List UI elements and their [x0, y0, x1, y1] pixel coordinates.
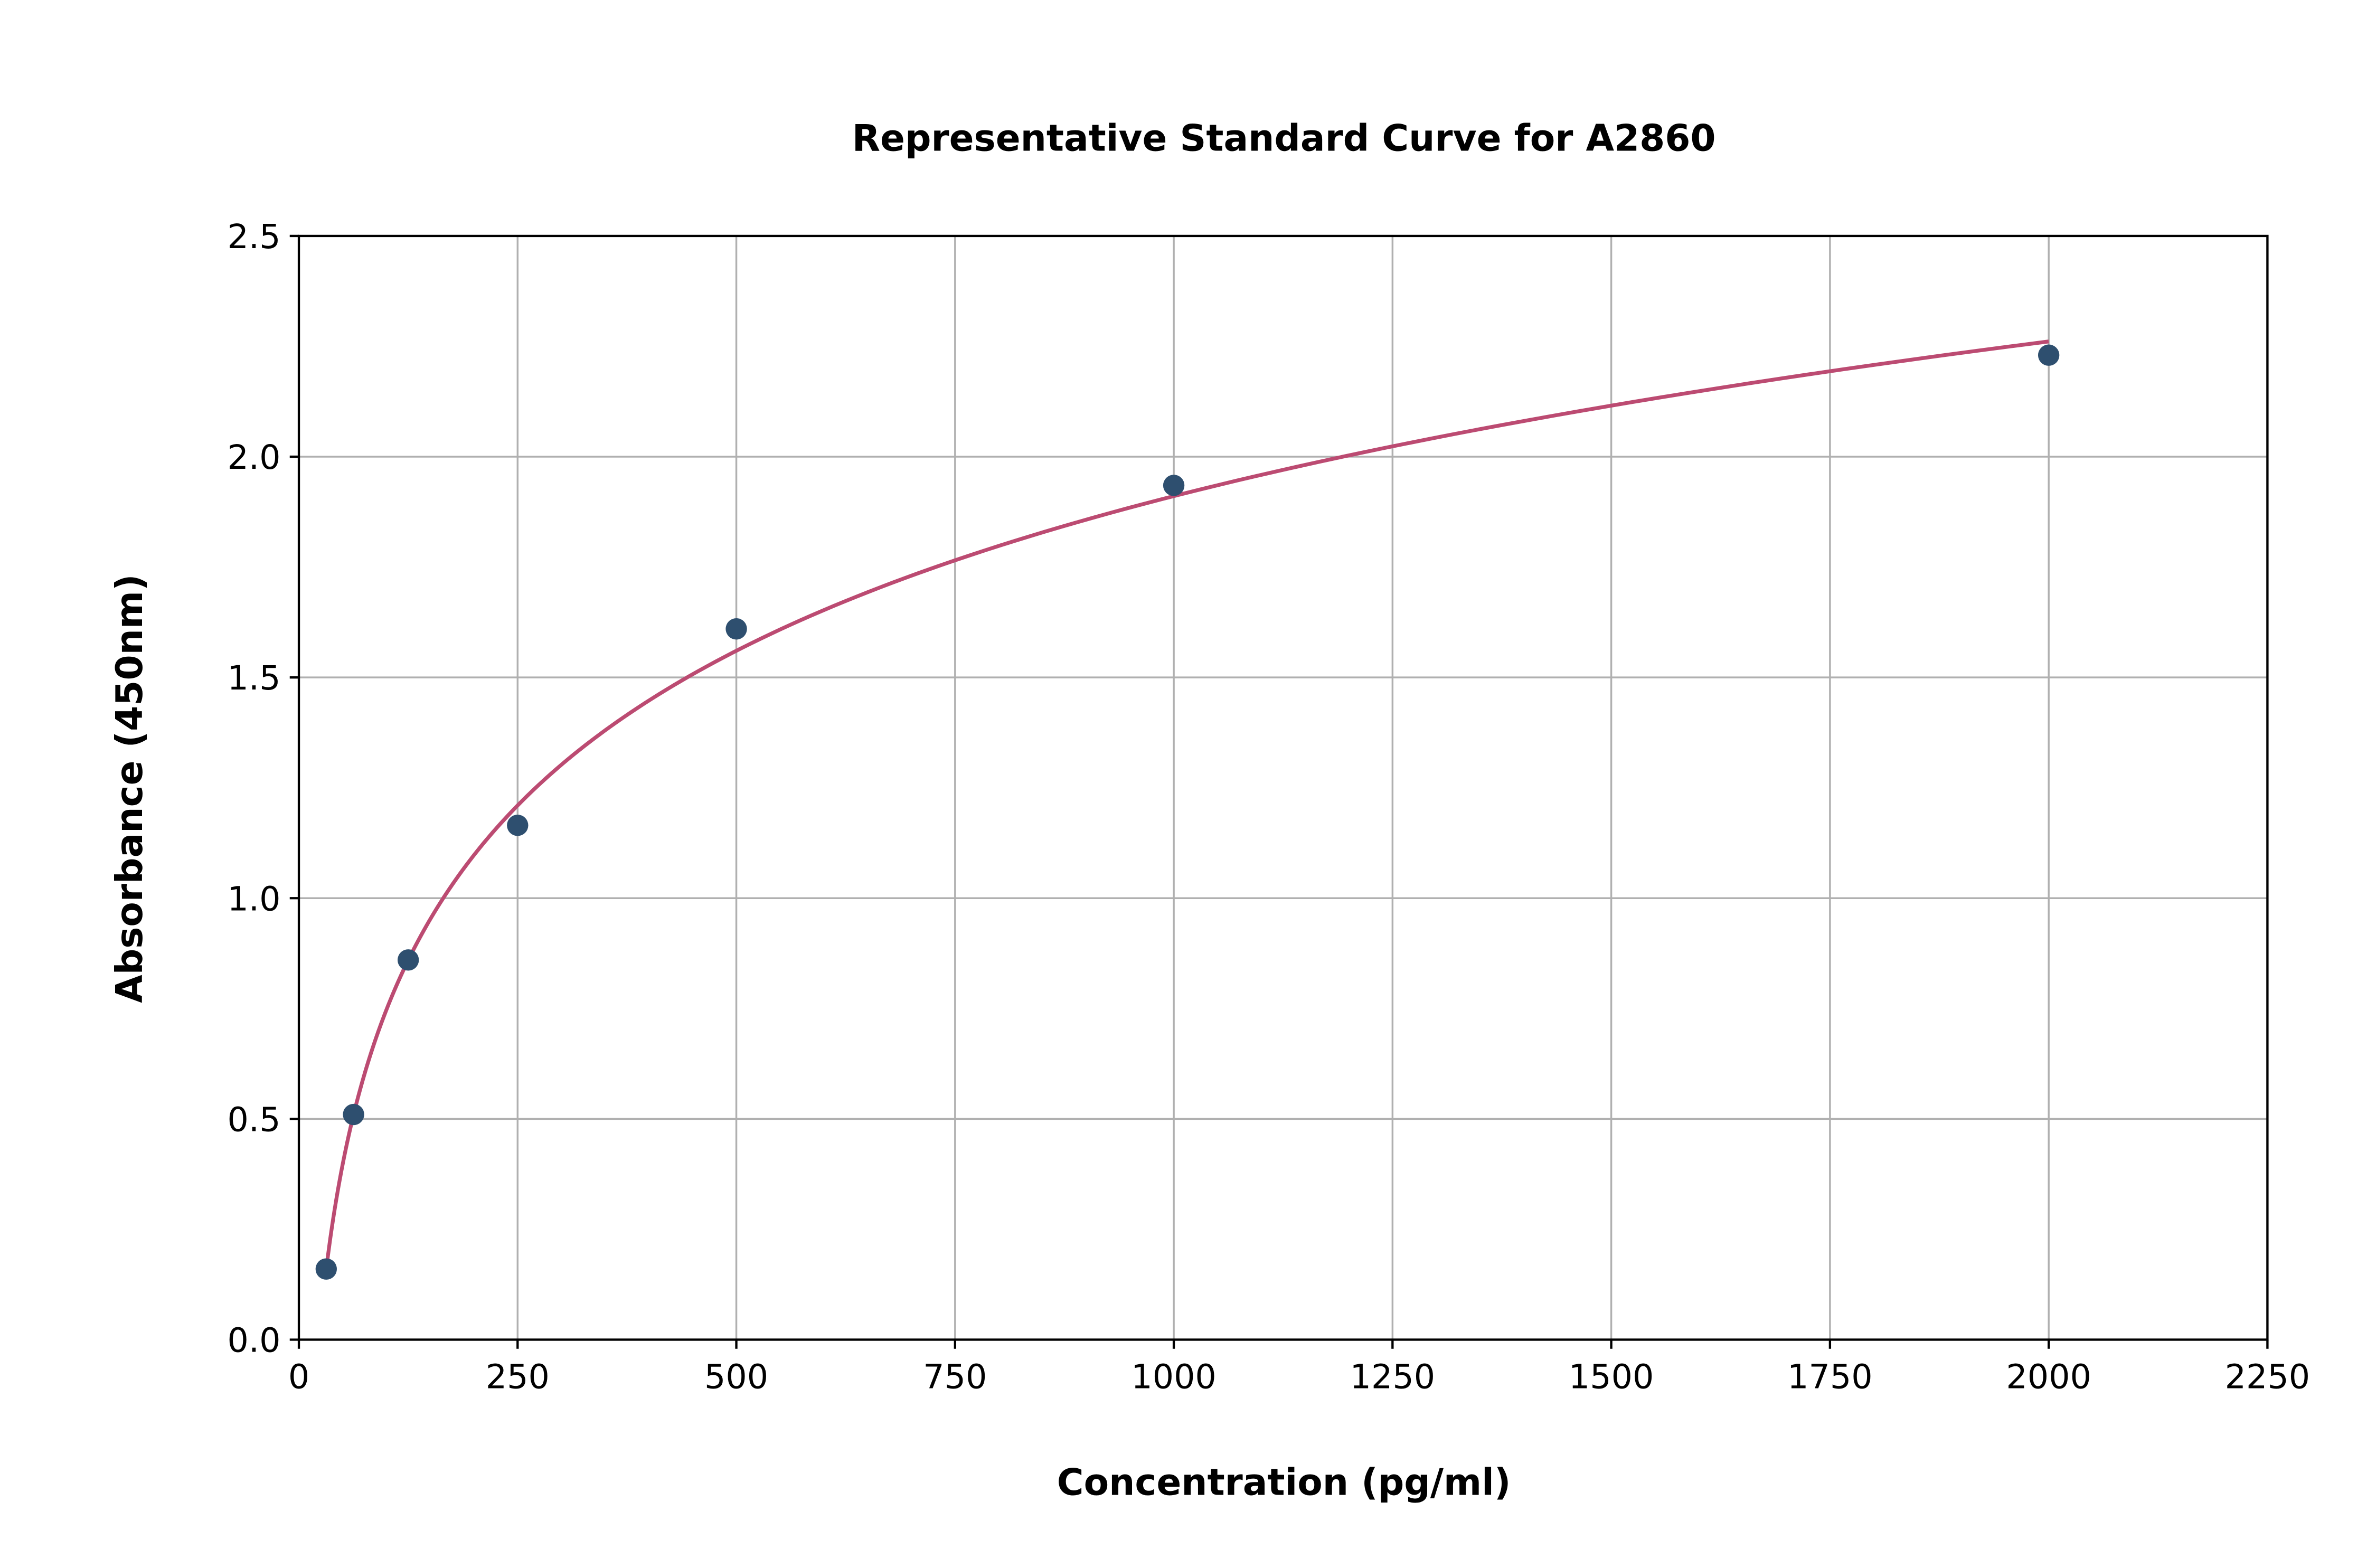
- chart-title: Representative Standard Curve for A2860: [852, 117, 1716, 159]
- x-tick-label: 1750: [1787, 1357, 1872, 1396]
- plot-frame: [297, 234, 2269, 1341]
- data-point: [2038, 344, 2060, 366]
- y-axis-ticks: 0.0 0.5 1.0 1.5 2.0 2.5: [228, 217, 299, 1360]
- x-tick-label: 500: [704, 1357, 768, 1396]
- x-tick-label: 0: [288, 1357, 309, 1396]
- y-axis-label: Absorbance (450nm): [109, 574, 151, 1003]
- fit-curve: [324, 339, 2049, 1270]
- x-tick-label: 2000: [2006, 1357, 2091, 1396]
- grid: [298, 235, 2269, 1341]
- x-axis-label: Concentration (pg/ml): [1057, 1462, 1511, 1504]
- data-point: [397, 949, 419, 971]
- y-tick-label: 2.5: [228, 217, 281, 256]
- x-tick-label: 250: [486, 1357, 550, 1396]
- x-tick-label: 1000: [1131, 1357, 1216, 1396]
- data-point: [315, 1258, 337, 1280]
- y-tick-label: 0.5: [228, 1100, 281, 1139]
- data-point: [343, 1103, 364, 1126]
- x-tick-label: 1500: [1569, 1357, 1654, 1396]
- x-tick-label: 750: [923, 1357, 987, 1396]
- y-tick-label: 1.0: [228, 879, 281, 918]
- y-tick-label: 1.5: [228, 658, 281, 697]
- x-tick-label: 1250: [1350, 1357, 1435, 1396]
- y-tick-label: 0.0: [228, 1321, 281, 1360]
- y-tick-label: 2.0: [228, 438, 281, 477]
- data-point: [507, 815, 529, 836]
- x-tick-label: 2250: [2225, 1357, 2310, 1396]
- data-points: [315, 344, 2060, 1280]
- data-point: [725, 618, 747, 640]
- x-axis-ticks: 0 250 500 750 1000 1250 1500 1750 2000 2250: [288, 1339, 2310, 1396]
- data-point: [1163, 475, 1185, 496]
